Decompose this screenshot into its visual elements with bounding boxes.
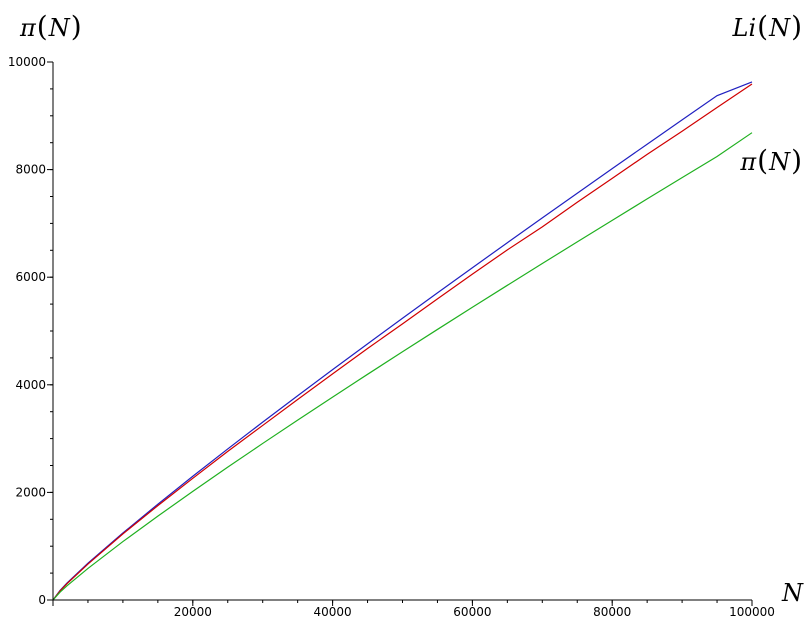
x-axis-label: N (781, 579, 804, 607)
y-tick-label: 6000 (15, 270, 46, 284)
x-tick-label: 20000 (174, 605, 212, 617)
series-line-2 (52, 83, 753, 601)
x-tick-label: 60000 (453, 605, 491, 617)
pi-n-label: π(N) (739, 144, 802, 177)
axes-layer (47, 61, 753, 606)
li-n-label: Li(N) (732, 10, 803, 43)
labels-layer: 20000 40000 60000 80000 100000 0 2000 4000 6000 8… (8, 10, 804, 617)
y-tick-label: 8000 (15, 163, 46, 177)
y-axis-label: π(N) (19, 10, 82, 43)
series-line-3 (52, 132, 753, 601)
series-line-1 (52, 81, 753, 601)
x-tick-label: 40000 (314, 605, 352, 617)
y-tick-label: 10000 (8, 55, 46, 69)
series-layer (52, 81, 753, 601)
x-tick-label: 80000 (593, 605, 631, 617)
y-tick-label: 4000 (15, 378, 46, 392)
y-tick-label: 2000 (15, 485, 46, 499)
y-tick-label: 0 (38, 593, 46, 607)
x-tick-label: 100000 (729, 605, 775, 617)
